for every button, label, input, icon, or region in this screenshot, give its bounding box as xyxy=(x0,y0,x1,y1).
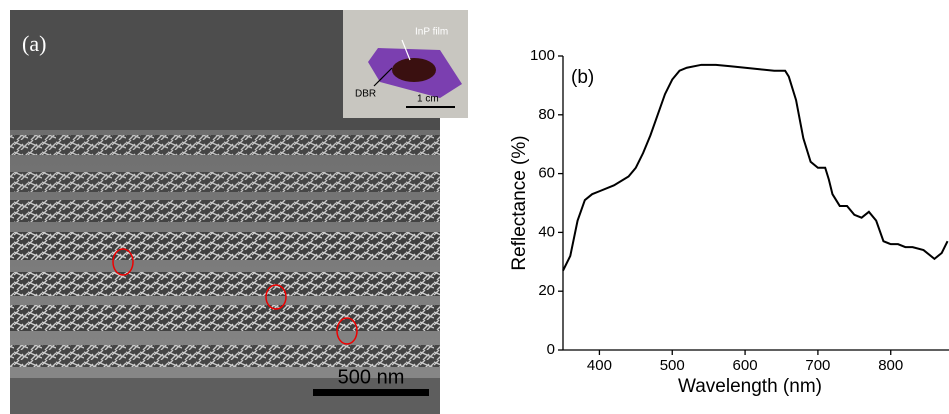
inset-label: InP film xyxy=(415,27,448,38)
scale-bar-label: 500 nm xyxy=(338,366,405,388)
inset-photo: InP film DBR 1 cm xyxy=(343,10,468,118)
y-tick-label: 40 xyxy=(538,223,555,240)
y-tick-label: 0 xyxy=(547,341,555,358)
inset-label: DBR xyxy=(355,89,376,100)
inset-scale: 1 cm xyxy=(417,94,439,105)
y-tick-label: 80 xyxy=(538,106,555,123)
x-tick-label: 700 xyxy=(805,357,830,374)
y-tick-label: 20 xyxy=(538,282,555,299)
y-tick-label: 60 xyxy=(538,165,555,182)
x-tick-label: 800 xyxy=(878,357,903,374)
x-tick-label: 600 xyxy=(733,357,758,374)
figure: (a) 500 nm InP film DBR 1 cm 0 20 40 60 80 10… xyxy=(0,0,949,414)
data-line xyxy=(563,65,948,271)
chart: 0 20 40 60 80 100 400 500 600 700 800 Wavelength (n… xyxy=(509,47,949,397)
panel-label: (a) xyxy=(22,31,46,56)
y-axis-label: Reflectance (%) xyxy=(509,135,530,270)
y-tick-label: 100 xyxy=(530,47,555,64)
x-tick-label: 400 xyxy=(587,357,612,374)
x-tick-label: 500 xyxy=(660,357,685,374)
x-axis-label: Wavelength (nm) xyxy=(678,376,822,397)
panel-label: (b) xyxy=(571,67,594,88)
